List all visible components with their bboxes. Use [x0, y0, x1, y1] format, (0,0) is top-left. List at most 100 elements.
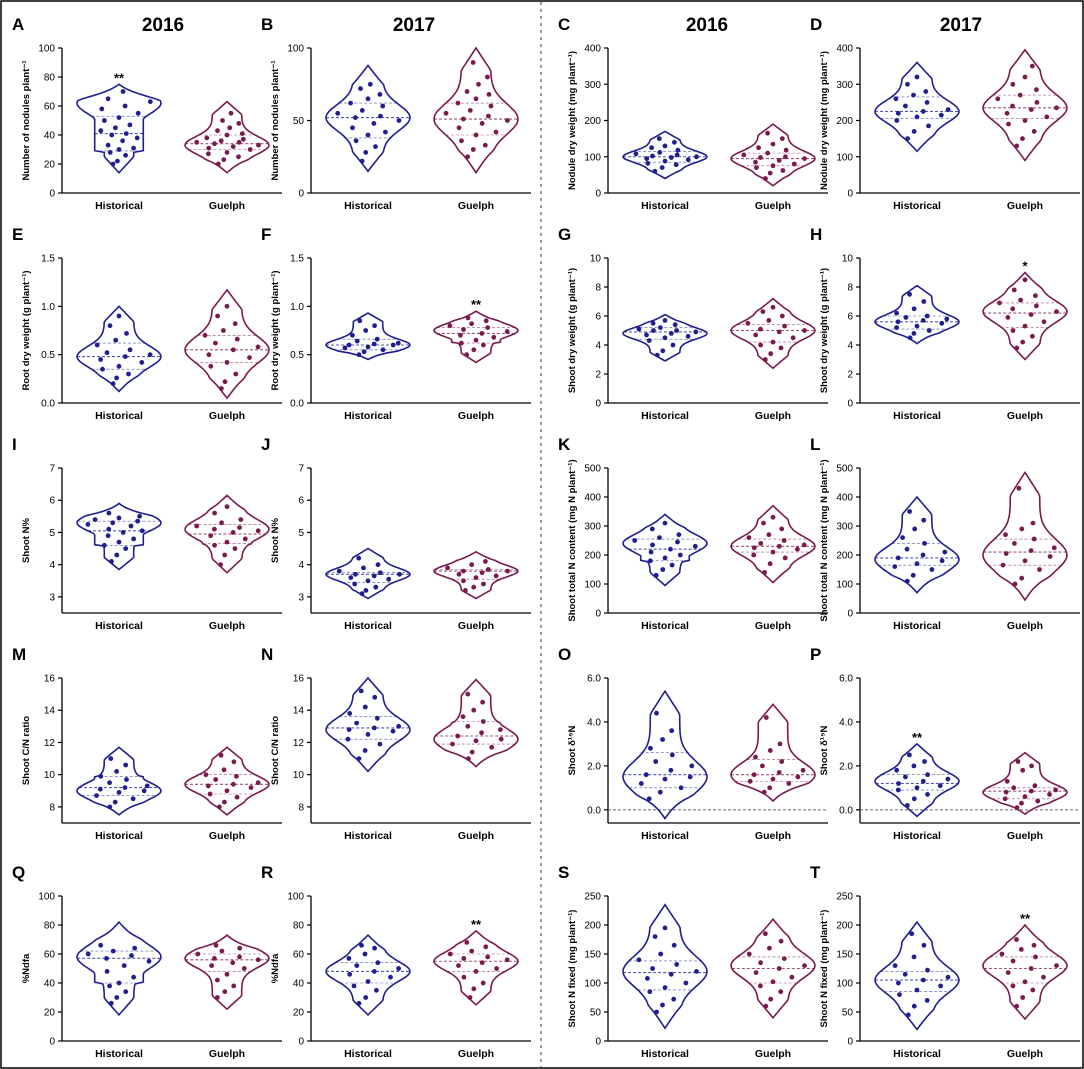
data-point-guelph-s-4 — [770, 979, 776, 985]
data-point-guelph-g-2 — [778, 345, 784, 351]
data-point-guelph-d-10 — [1034, 100, 1040, 105]
data-point-historical-q-12 — [110, 948, 116, 954]
data-point-guelph-i-2 — [232, 546, 238, 551]
data-point-historical-s-14 — [652, 934, 658, 939]
data-point-historical-m-5 — [141, 788, 147, 794]
data-point-historical-j-1 — [363, 588, 369, 593]
data-point-historical-r-13 — [372, 945, 377, 951]
y-axis-title-d: Nodule dry weight (mg plant⁻¹) — [819, 51, 830, 190]
data-point-historical-h-14 — [907, 291, 912, 297]
data-point-historical-g-9 — [651, 328, 656, 333]
data-point-guelph-e-2 — [233, 371, 239, 377]
violin-guelph-k — [730, 504, 816, 584]
data-point-guelph-p-7 — [1028, 788, 1034, 794]
data-point-guelph-a-20 — [220, 118, 225, 123]
y-tick-label-j-0: 3 — [298, 592, 304, 603]
data-point-guelph-p-2 — [1035, 798, 1041, 804]
data-point-guelph-p-13 — [1029, 763, 1034, 769]
data-point-historical-h-2 — [926, 328, 932, 333]
data-point-historical-b-4 — [365, 132, 371, 138]
data-point-guelph-r-4 — [473, 969, 479, 974]
data-point-guelph-n-6 — [455, 733, 461, 739]
data-point-historical-b-14 — [348, 100, 353, 106]
data-point-historical-i-16 — [137, 513, 143, 519]
y-tick-label-p-0: 0.0 — [839, 805, 853, 816]
data-point-guelph-p-8 — [1053, 787, 1058, 793]
y-tick-label-j-3: 6 — [298, 496, 304, 507]
data-point-historical-d-0 — [905, 136, 910, 142]
y-tick-label-c-4: 400 — [584, 44, 601, 55]
data-point-guelph-i-11 — [194, 523, 200, 529]
x-tick-label-guelph-o: Guelph — [755, 830, 791, 842]
data-point-guelph-c-8 — [802, 156, 807, 162]
data-point-guelph-k-9 — [758, 541, 764, 546]
y-tick-label-b-0: 0 — [298, 189, 304, 200]
data-point-guelph-s-14 — [763, 931, 768, 937]
panel-e: E 0.0 0.5 1.0 1.5 Root dry weight (g plant⁻¹)… — [12, 225, 282, 422]
data-point-historical-t-14 — [909, 931, 915, 937]
data-point-historical-k-14 — [649, 526, 655, 532]
data-point-guelph-l-2 — [1037, 567, 1042, 572]
significance-marker-guelph-r: ** — [471, 917, 482, 932]
data-point-historical-p-7 — [920, 778, 926, 784]
x-tick-label-historical-q: Historical — [95, 1048, 143, 1060]
data-point-guelph-b-17 — [464, 89, 470, 94]
data-point-guelph-a-11 — [194, 139, 200, 145]
data-point-historical-h-8 — [944, 316, 950, 322]
data-point-historical-c-6 — [644, 156, 650, 162]
data-point-guelph-l-3 — [1000, 562, 1006, 568]
data-point-guelph-c-6 — [753, 159, 758, 165]
data-point-historical-e-15 — [116, 313, 122, 319]
significance-marker-guelph-h: * — [1022, 259, 1028, 274]
data-point-guelph-c-0 — [763, 176, 768, 181]
data-point-guelph-s-6 — [753, 970, 759, 975]
data-point-guelph-t-2 — [1030, 987, 1036, 993]
data-point-historical-t-2 — [924, 998, 930, 1003]
data-point-guelph-g-8 — [802, 328, 807, 333]
data-point-historical-m-9 — [107, 780, 112, 786]
data-point-guelph-p-12 — [1020, 767, 1026, 773]
data-point-historical-i-3 — [102, 542, 107, 548]
data-point-guelph-t-5 — [1041, 974, 1046, 980]
data-point-historical-f-4 — [365, 344, 371, 350]
data-point-historical-k-7 — [668, 546, 673, 552]
data-point-historical-h-0 — [907, 335, 913, 341]
data-point-historical-o-0 — [646, 796, 652, 802]
data-point-historical-p-6 — [896, 781, 901, 786]
data-point-historical-k-11 — [632, 538, 638, 543]
data-point-historical-i-4 — [116, 539, 122, 545]
data-point-guelph-a-18 — [227, 125, 233, 131]
data-point-guelph-r-0 — [467, 995, 473, 1000]
data-point-historical-a-3 — [107, 150, 113, 155]
data-point-historical-r-7 — [371, 969, 377, 974]
y-tick-label-t-2: 100 — [836, 979, 853, 990]
data-point-guelph-t-3 — [1010, 983, 1016, 989]
data-point-historical-e-1 — [114, 375, 119, 381]
y-tick-label-c-0: 0 — [595, 189, 601, 200]
data-point-historical-s-3 — [647, 989, 653, 995]
data-point-guelph-i-14 — [212, 510, 218, 516]
data-point-guelph-o-7 — [776, 770, 782, 775]
data-point-historical-q-3 — [107, 983, 112, 989]
data-point-historical-o-11 — [648, 745, 653, 751]
y-tick-label-t-1: 50 — [842, 1008, 854, 1019]
data-point-historical-d-5 — [938, 112, 944, 118]
violin-historical-t — [874, 920, 960, 1031]
data-point-historical-g-8 — [693, 329, 699, 335]
y-tick-label-k-0: 0 — [595, 609, 601, 620]
y-tick-label-b-2: 100 — [287, 44, 304, 55]
data-point-guelph-o-4 — [770, 776, 776, 782]
data-point-guelph-g-3 — [758, 342, 763, 348]
violin-historical-k — [622, 513, 708, 587]
data-point-guelph-d-0 — [1014, 143, 1020, 149]
data-point-guelph-c-1 — [767, 170, 773, 176]
data-point-guelph-h-4 — [1022, 323, 1028, 329]
x-tick-label-historical-l: Historical — [893, 620, 941, 632]
data-point-guelph-m-14 — [218, 752, 224, 758]
data-point-guelph-d-2 — [1031, 129, 1037, 134]
y-tick-label-h-3: 6 — [847, 312, 853, 323]
data-point-historical-d-15 — [914, 74, 920, 80]
data-point-historical-d-2 — [926, 123, 931, 129]
data-point-historical-o-7 — [668, 767, 674, 773]
data-point-guelph-d-3 — [1006, 121, 1011, 127]
